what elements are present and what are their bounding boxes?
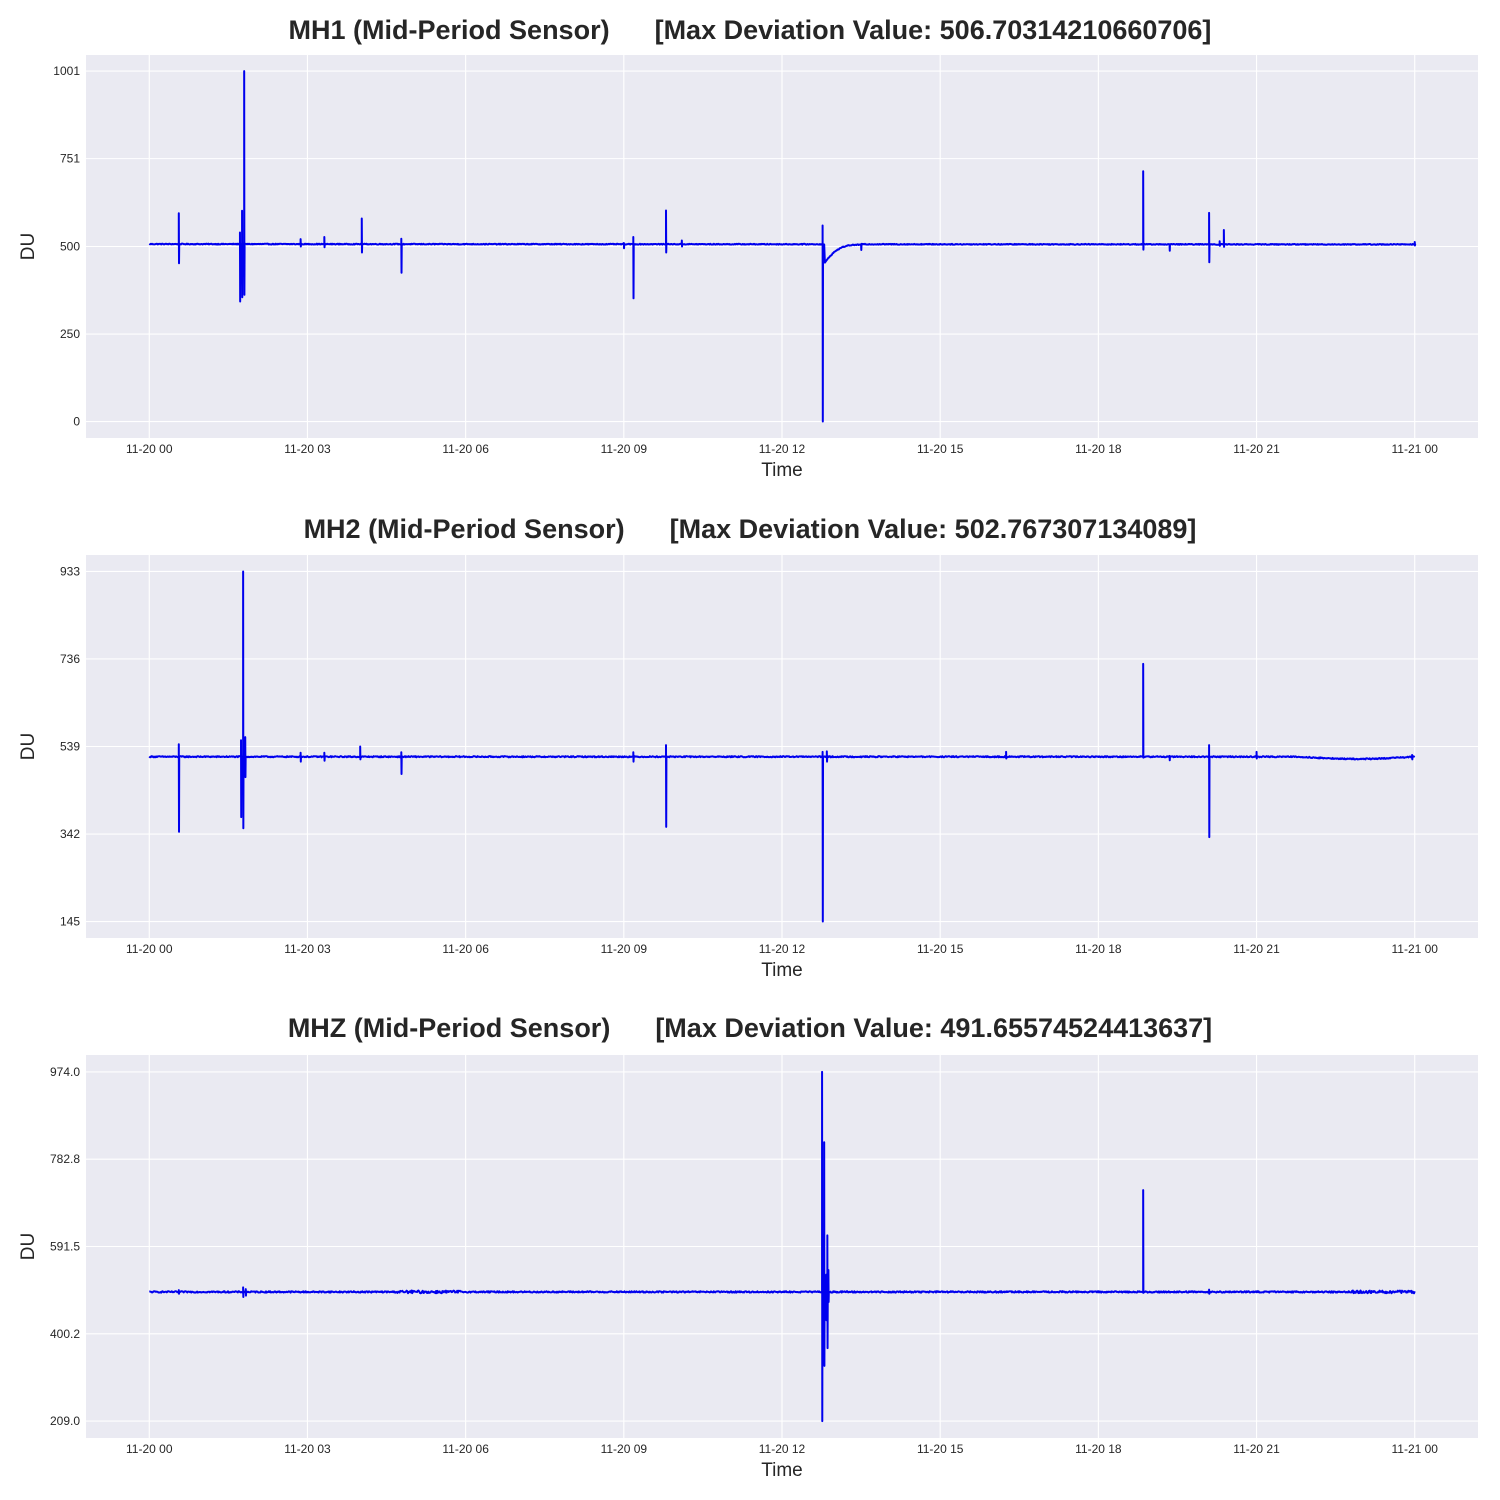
x-tick-label: 11-20 00: [126, 442, 173, 456]
series-line: [148, 70, 1417, 423]
y-tick-label: 500: [60, 240, 80, 254]
x-tick-label: 11-20 09: [601, 442, 648, 456]
y-tick-label: 591.5: [50, 1240, 80, 1254]
x-tick-label: 11-20 06: [442, 942, 489, 956]
chart-title: MHZ (Mid-Period Sensor) [Max Deviation V…: [287, 1013, 1213, 1043]
x-tick-label: 11-20 18: [1075, 442, 1122, 456]
chart-mh2: 11-20 00 11-20 03 11-20 06 11-20 09 11-20 12…: [18, 555, 1478, 981]
x-tick-label: 11-20 00: [126, 1442, 173, 1456]
y-axis-label: DU: [18, 733, 39, 760]
x-tick-label: 11-20 12: [759, 942, 806, 956]
y-tick-label: 736: [60, 652, 80, 666]
y-tick-label: 933: [60, 564, 80, 578]
y-tick-label: 250: [60, 327, 80, 341]
x-axis-label: Time: [761, 1460, 803, 1481]
y-axis-label: DU: [18, 1233, 39, 1260]
x-tick-label: 11-20 00: [126, 942, 173, 956]
x-axis-label: Time: [761, 460, 803, 481]
x-tick-label: 11-20 21: [1233, 942, 1280, 956]
chart-title: MH1 (Mid-Period Sensor) [Max Deviation V…: [288, 15, 1212, 45]
y-tick-label: 974.0: [50, 1065, 80, 1079]
y-axis-label: DU: [18, 233, 39, 260]
x-tick-label: 11-20 06: [442, 442, 489, 456]
chart-title: MH2 (Mid-Period Sensor) [Max Deviation V…: [303, 514, 1197, 544]
y-tick-label: 400.2: [50, 1327, 80, 1341]
x-tick-label: 11-20 03: [284, 1442, 331, 1456]
x-tick-label: 11-20 15: [917, 442, 964, 456]
x-tick-label: 11-20 12: [759, 442, 806, 456]
x-tick-label: 11-20 18: [1075, 1442, 1122, 1456]
x-tick-label: 11-20 15: [917, 1442, 964, 1456]
x-tick-label: 11-20 09: [601, 942, 648, 956]
chart-mhz: 11-20 00 11-20 03 11-20 06 11-20 09 11-20 12…: [18, 1055, 1478, 1481]
x-tick-label: 11-20 03: [284, 442, 331, 456]
x-tick-label: 11-20 21: [1233, 442, 1280, 456]
x-tick-label: 11-20 15: [917, 942, 964, 956]
chart-panel-mh2: MH2 (Mid-Period Sensor) [Max Deviation V…: [0, 500, 1500, 1000]
y-tick-label: 209.0: [50, 1414, 80, 1428]
x-tick-label: 11-21 00: [1391, 442, 1438, 456]
x-tick-label: 11-21 00: [1391, 1442, 1438, 1456]
y-tick-label: 0: [73, 415, 80, 429]
x-tick-label: 11-20 09: [601, 1442, 648, 1456]
series-line: [148, 1070, 1416, 1423]
x-tick-label: 11-20 18: [1075, 942, 1122, 956]
x-tick-label: 11-21 00: [1391, 942, 1438, 956]
chart-panel-mhz: MHZ (Mid-Period Sensor) [Max Deviation V…: [0, 1000, 1500, 1500]
series-line: [148, 570, 1416, 923]
x-tick-label: 11-20 21: [1233, 1442, 1280, 1456]
y-tick-label: 751: [60, 152, 80, 166]
x-tick-label: 11-20 03: [284, 942, 331, 956]
y-tick-label: 782.8: [50, 1152, 80, 1166]
chart-panel-mh1: MH1 (Mid-Period Sensor) [Max Deviation V…: [0, 0, 1500, 500]
x-tick-label: 11-20 06: [442, 1442, 489, 1456]
y-tick-label: 539: [60, 740, 80, 754]
y-tick-label: 342: [60, 827, 80, 841]
y-tick-label: 145: [60, 915, 80, 929]
x-axis-label: Time: [761, 960, 803, 981]
x-tick-label: 11-20 12: [759, 1442, 806, 1456]
chart-mh1: 11-20 00 11-20 03 11-20 06 11-20 09 11-20 12…: [18, 55, 1478, 481]
y-tick-label: 1001: [53, 64, 80, 78]
